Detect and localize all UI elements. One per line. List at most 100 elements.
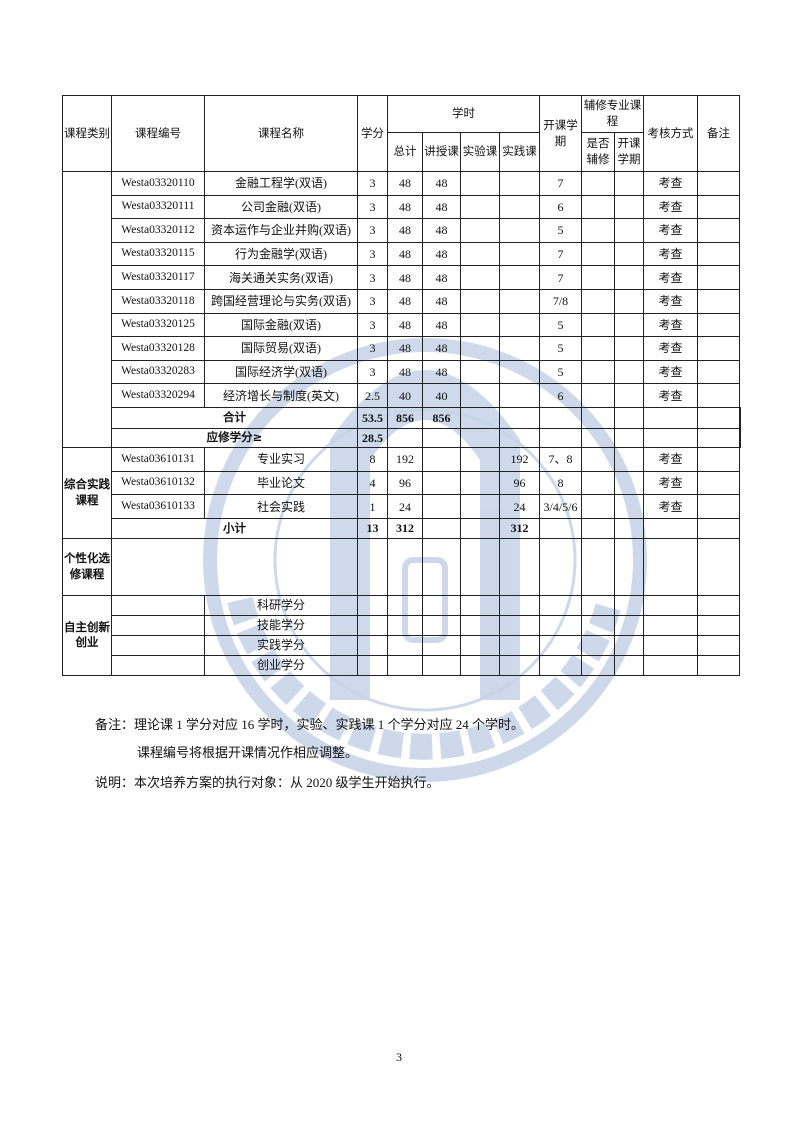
- empty-cell: [697, 265, 740, 290]
- category-cell-innovation: 自主创新创业: [62, 594, 112, 676]
- empty-cell: [357, 614, 388, 636]
- course-name: 专业实习: [204, 446, 358, 472]
- empty-cell: [581, 241, 615, 267]
- total-credits: 53.5: [357, 406, 388, 429]
- hours-lecture: 40: [422, 383, 461, 408]
- empty-cell: [499, 194, 540, 220]
- innovation-row: 自主创新创业 科研学分: [62, 594, 741, 676]
- empty-cell: [539, 634, 582, 656]
- empty-cell: [643, 537, 698, 596]
- hours-total: 48: [387, 194, 423, 220]
- empty-cell: [614, 194, 644, 220]
- empty-cell: [387, 427, 423, 448]
- empty-cell: [581, 494, 615, 519]
- empty-cell: [422, 614, 461, 636]
- empty-cell: [697, 336, 740, 361]
- empty-cell: [422, 517, 461, 539]
- empty-cell: [697, 494, 740, 519]
- semester: 8: [539, 470, 582, 496]
- empty-cell: [499, 654, 540, 676]
- semester: 7: [539, 241, 582, 267]
- page-number: 3: [396, 1050, 402, 1064]
- semester: 6: [539, 194, 582, 220]
- course-credits: 3: [357, 194, 388, 220]
- course-code: Westa03320110: [111, 171, 205, 196]
- header-hours: 学时: [387, 95, 540, 133]
- empty-cell: [111, 614, 205, 636]
- empty-cell: [697, 537, 740, 596]
- empty-cell: [614, 383, 644, 408]
- empty-cell: [581, 383, 615, 408]
- curriculum-table: 课程类别 课程编号 课程名称 学分 学时 开课学期 辅修专业课程 考核方式 备注…: [62, 95, 741, 676]
- subtotal-practice: 312: [499, 517, 540, 539]
- header-hours-lab: 实验课: [460, 132, 500, 172]
- course-code: Westa03610132: [111, 470, 205, 496]
- table-row: Westa03320128 国际贸易(双语) 3 48 48 5 考查: [63, 336, 741, 361]
- hours-lecture: 48: [422, 194, 461, 220]
- header-row: 课程类别 课程编号 课程名称 学分 学时 开课学期 辅修专业课程 考核方式 备注: [62, 95, 741, 172]
- note-line-3: 说明：本次培养方案的执行对象：从 2020 级学生开始执行。: [95, 774, 440, 790]
- course-name: 资本运作与企业并购(双语): [204, 218, 358, 243]
- hours-total: 96: [387, 470, 423, 496]
- header-semester: 开课学期: [539, 95, 582, 172]
- hours-total: 40: [387, 383, 423, 408]
- semester: 3/4/5/6: [539, 494, 582, 519]
- innovation-item: 创业学分: [204, 654, 358, 676]
- empty-cell: [422, 654, 461, 676]
- course-credits: 3: [357, 171, 388, 196]
- empty-cell: [643, 614, 698, 636]
- empty-cell: [581, 218, 615, 243]
- subtotal-label: 小计: [111, 517, 358, 539]
- empty-cell: [614, 218, 644, 243]
- empty-cell: [460, 614, 500, 636]
- empty-cell: [581, 406, 615, 429]
- empty-cell: [614, 265, 644, 290]
- empty-cell: [460, 537, 500, 596]
- empty-cell: [357, 654, 388, 676]
- hours-lecture: 48: [422, 218, 461, 243]
- empty-cell: [581, 359, 615, 385]
- empty-cell: [422, 537, 461, 596]
- empty-cell: [539, 654, 582, 676]
- empty-cell: [697, 470, 740, 496]
- empty-cell: [499, 594, 540, 616]
- empty-cell: [460, 594, 500, 616]
- table-row: Westa03610132 毕业论文 4 96 96 8 考查: [63, 470, 741, 496]
- empty-cell: [539, 406, 582, 429]
- page-content: 课程类别 课程编号 课程名称 学分 学时 开课学期 辅修专业课程 考核方式 备注…: [62, 95, 742, 791]
- empty-cell: [539, 517, 582, 539]
- empty-cell: [581, 614, 615, 636]
- innovation-item: 实践学分: [204, 634, 358, 656]
- course-code: Westa03320128: [111, 336, 205, 361]
- assessment: 考查: [643, 446, 698, 472]
- semester: 5: [539, 359, 582, 385]
- empty-cell: [460, 517, 500, 539]
- innovation-item: 科研学分: [204, 594, 358, 616]
- empty-cell: [614, 470, 644, 496]
- empty-cell: [643, 654, 698, 676]
- table-row: Westa03320118 跨国经营理论与实务(双语) 3 48 48 7/8 考查: [63, 288, 741, 314]
- course-code: Westa03320112: [111, 218, 205, 243]
- semester: 5: [539, 218, 582, 243]
- empty-cell: [499, 634, 540, 656]
- empty-cell: [460, 494, 500, 519]
- empty-cell: [539, 537, 582, 596]
- category-cell-elective: [62, 171, 112, 448]
- empty-cell: [614, 406, 644, 429]
- empty-cell: [460, 241, 500, 267]
- assessment: 考查: [643, 265, 698, 290]
- empty-cell: [111, 654, 205, 676]
- empty-cell: [697, 427, 740, 448]
- empty-cell: [460, 194, 500, 220]
- hours-total: 48: [387, 336, 423, 361]
- course-credits: 3: [357, 288, 388, 314]
- personalized-row: 个性化选修课程: [62, 537, 741, 596]
- empty-cell: [697, 312, 740, 338]
- empty-cell: [581, 288, 615, 314]
- hours-total: 192: [387, 446, 423, 472]
- empty-cell: [499, 383, 540, 408]
- empty-cell: [581, 312, 615, 338]
- header-hours-total: 总计: [387, 132, 423, 172]
- course-code: Westa03320283: [111, 359, 205, 385]
- empty-cell: [697, 406, 740, 429]
